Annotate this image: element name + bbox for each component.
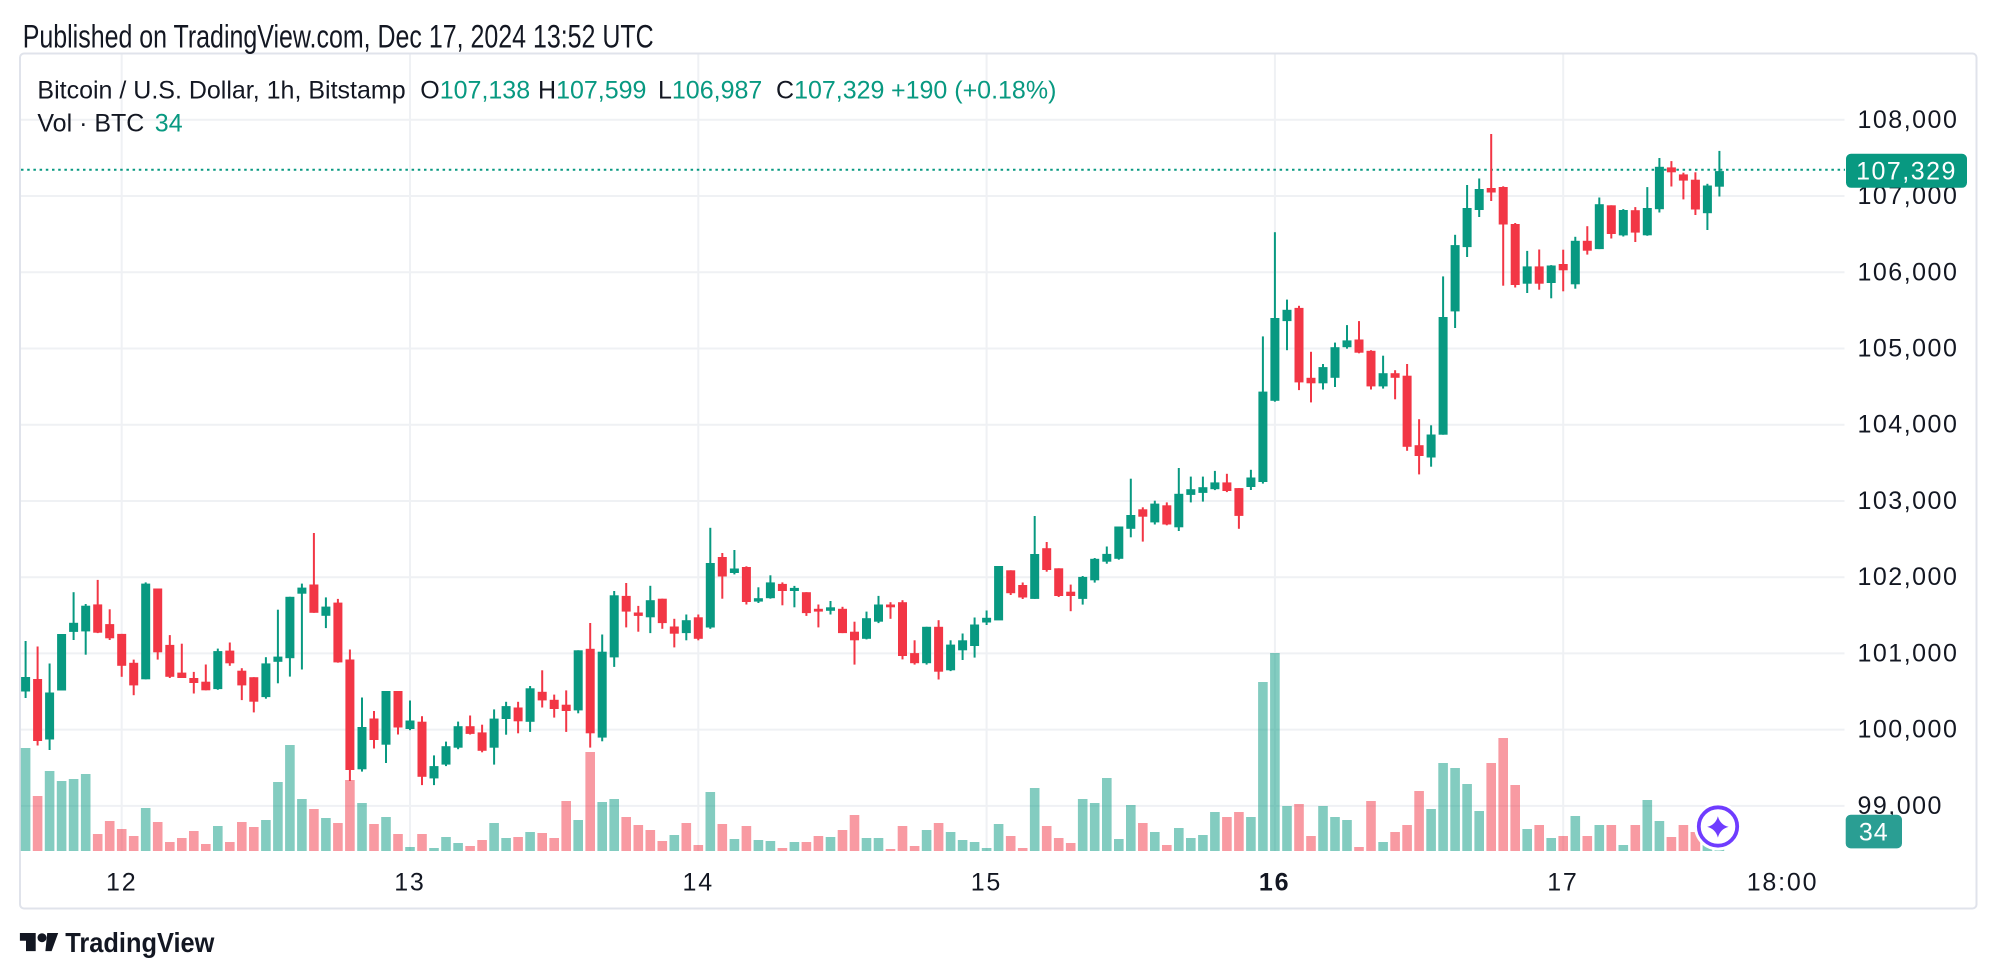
svg-text:102,000: 102,000 (1858, 563, 1959, 591)
svg-text:17: 17 (1547, 869, 1578, 897)
svg-text:105,000: 105,000 (1858, 335, 1959, 363)
svg-text:103,000: 103,000 (1858, 487, 1959, 515)
svg-text:Bitcoin / U.S. Dollar, 1h, Bit: Bitcoin / U.S. Dollar, 1h, Bitstamp O107,… (37, 77, 1056, 105)
svg-text:100,000: 100,000 (1858, 716, 1959, 744)
svg-text:101,000: 101,000 (1858, 639, 1959, 667)
svg-text:16: 16 (1259, 869, 1290, 897)
svg-text:107,329: 107,329 (1856, 158, 1957, 186)
svg-text:15: 15 (971, 869, 1002, 897)
svg-text:106,000: 106,000 (1858, 258, 1959, 286)
svg-text:34: 34 (1859, 819, 1889, 847)
svg-text:108,000: 108,000 (1858, 106, 1959, 134)
svg-text:13: 13 (394, 869, 425, 897)
svg-text:12: 12 (106, 869, 137, 897)
svg-text:TradingView: TradingView (65, 927, 214, 958)
svg-text:14: 14 (682, 869, 713, 897)
svg-text:Published on TradingView.com,: Published on TradingView.com, Dec 17, 20… (23, 19, 654, 55)
svg-text:18:00: 18:00 (1747, 869, 1819, 897)
svg-text:104,000: 104,000 (1858, 411, 1959, 439)
